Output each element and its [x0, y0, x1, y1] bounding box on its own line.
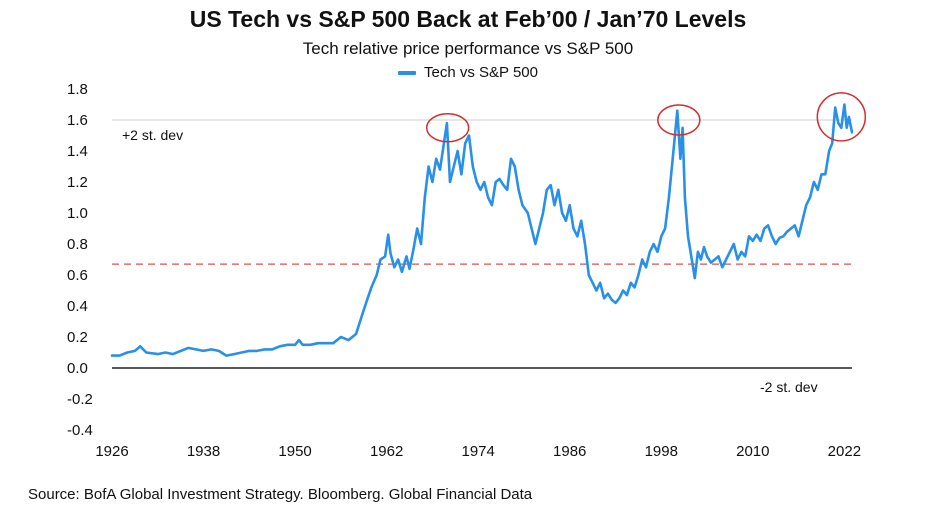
- x-tick-label: 1986: [553, 443, 586, 460]
- x-tick-label: 2010: [736, 443, 769, 460]
- y-tick-label: 1.0: [67, 205, 88, 222]
- y-tick-label: 0.4: [67, 298, 88, 315]
- y-tick-label: -0.4: [67, 422, 93, 439]
- chart-legend: Tech vs S&P 500: [0, 64, 936, 81]
- line-chart: 1.81.61.41.21.00.80.60.40.20.0-0.2-0.419…: [67, 81, 867, 460]
- x-tick-label: 1962: [370, 443, 403, 460]
- highlight-circle: [657, 104, 701, 136]
- y-tick-label: 1.2: [67, 174, 88, 191]
- series-line-tech-vs-sp500: [110, 103, 854, 357]
- y-tick-label: 1.8: [67, 81, 88, 98]
- highlight-circle: [816, 92, 867, 142]
- plus-two-stdev-label: +2 st. dev: [122, 127, 183, 143]
- x-tick-label: 1950: [278, 443, 311, 460]
- y-tick-label: 0.6: [67, 267, 88, 284]
- x-tick-label: 1926: [95, 443, 128, 460]
- x-tick-label: 1974: [461, 443, 494, 460]
- y-tick-label: 0.8: [67, 236, 88, 253]
- source-note: Source: BofA Global Investment Strategy.…: [28, 486, 533, 503]
- x-tick-label: 1938: [187, 443, 220, 460]
- y-tick-label: 0.2: [67, 329, 88, 346]
- highlight-circle: [425, 113, 470, 143]
- chart-subtitle: Tech relative price performance vs S&P 5…: [302, 39, 634, 58]
- x-tick-label: 1998: [645, 443, 678, 460]
- minus-two-stdev-label: -2 st. dev: [760, 379, 818, 395]
- y-tick-label: 0.0: [67, 360, 88, 377]
- x-tick-label: 2022: [828, 443, 861, 460]
- legend-swatch: [398, 70, 417, 75]
- chart-title: US Tech vs S&P 500 Back at Feb’00 / Jan’…: [189, 6, 747, 32]
- y-tick-label: 1.6: [67, 112, 88, 129]
- y-tick-label: -0.2: [67, 391, 93, 408]
- y-tick-label: 1.4: [67, 143, 88, 160]
- legend-label: Tech vs S&P 500: [424, 64, 538, 81]
